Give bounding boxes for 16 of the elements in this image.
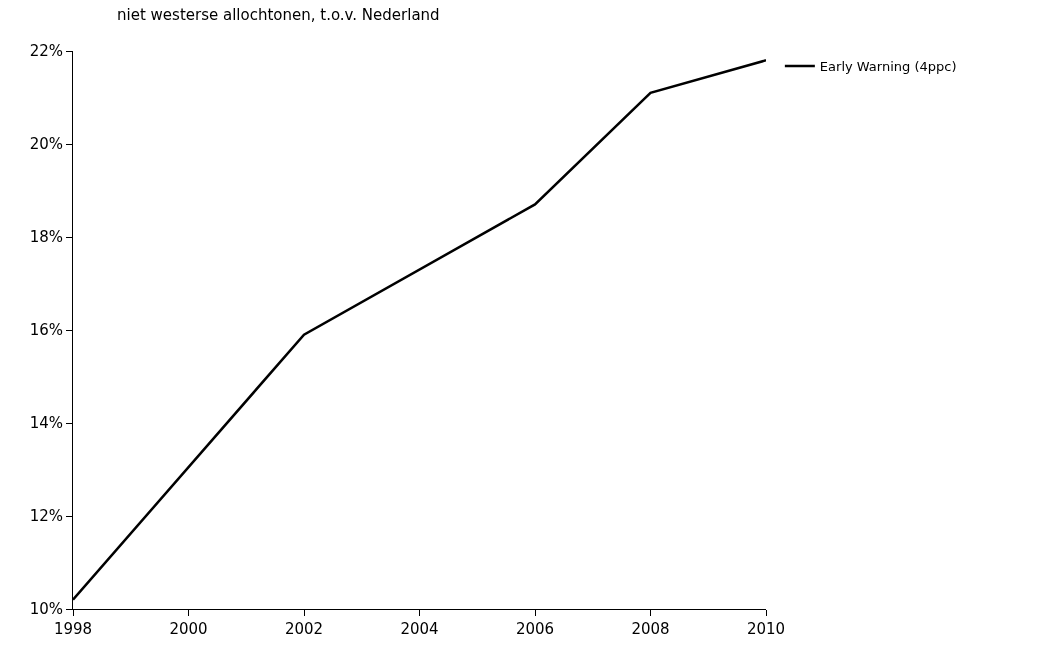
y-tick-label: 20% [29,135,63,154]
x-tick-label: 2000 [169,620,208,638]
y-tick-label: 18% [29,228,63,247]
x-tick-label: 2008 [631,620,670,638]
y-tick-label: 10% [29,600,63,619]
x-tick-label: 2006 [515,620,555,638]
x-tick-label: 2010 [746,620,786,638]
legend-label: Early Warning (4ppc) [819,59,957,75]
y-tick-label: 22% [29,42,63,61]
x-tick-label: 1998 [53,620,93,638]
x-tick-label: 2004 [400,620,439,638]
y-tick-label: 14% [29,414,63,433]
chart-title: niet westerse allochtonen, t.o.v. Nederland [117,6,440,25]
x-tick-label: 2002 [284,620,324,638]
y-tick-label: 12% [29,507,63,526]
y-tick-label: 16% [29,321,63,340]
